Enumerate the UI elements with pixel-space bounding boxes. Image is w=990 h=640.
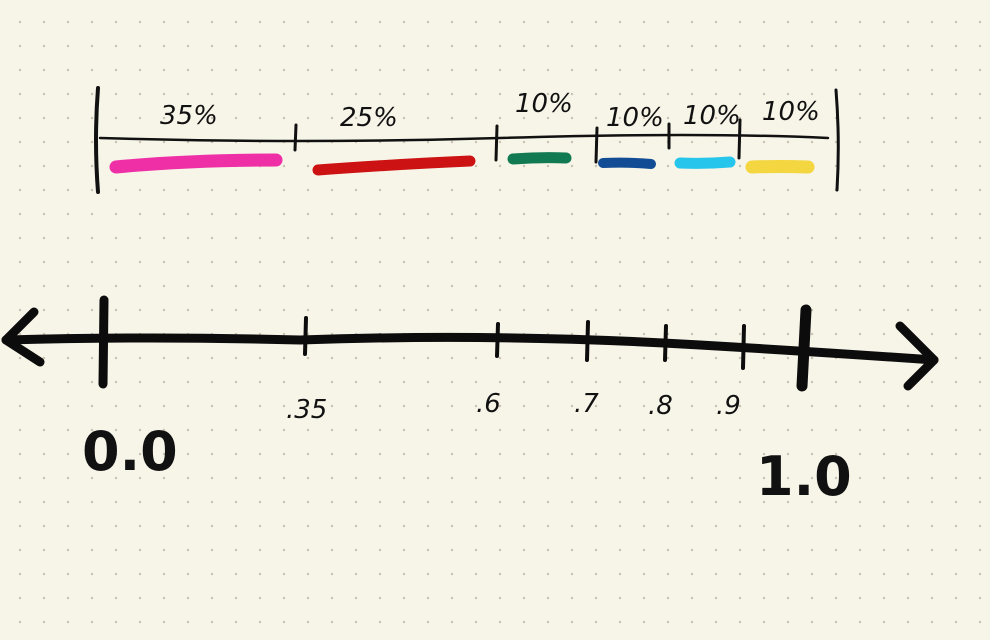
stroke-segment-1 xyxy=(109,153,283,174)
tick-07 xyxy=(585,320,590,362)
stroke-segment-3 xyxy=(507,152,572,165)
stroke-segment-5 xyxy=(674,156,736,169)
tick-label-07: .7 xyxy=(574,389,599,419)
tick-start xyxy=(98,295,109,389)
bar-divider-5 xyxy=(737,118,742,160)
tick-035 xyxy=(303,316,308,356)
segment-label-3: 10% xyxy=(515,89,573,119)
tick-06 xyxy=(495,322,500,358)
start-label: 0.0 xyxy=(82,420,178,483)
stroke-segment-6 xyxy=(745,160,815,174)
left-arrow-icon xyxy=(1,307,45,367)
tick-label-08: .8 xyxy=(648,391,673,421)
segment-label-5: 10% xyxy=(683,101,741,131)
bar-divider-3 xyxy=(594,126,599,164)
tick-end xyxy=(796,304,812,392)
bar-right-cap xyxy=(834,88,840,192)
stroke-segment-2 xyxy=(312,155,476,176)
number-line-axis xyxy=(1,332,939,365)
color-strokes xyxy=(109,152,815,176)
tick-label-09: .9 xyxy=(716,391,741,421)
tick-label-06: .6 xyxy=(476,389,501,419)
segment-label-4: 10% xyxy=(606,103,664,133)
stroke-segment-4 xyxy=(598,157,656,169)
bar-divider-2 xyxy=(494,124,499,162)
bar-baseline xyxy=(98,133,830,143)
end-label: 1.0 xyxy=(756,445,852,508)
right-arrow-icon xyxy=(895,321,939,391)
tick-08 xyxy=(663,324,668,362)
segmented-bar xyxy=(94,86,840,194)
tick-label-035: .35 xyxy=(286,395,327,425)
number-line xyxy=(1,295,939,392)
segment-label-6: 10% xyxy=(762,97,820,127)
bar-divider-1 xyxy=(293,123,298,152)
segment-label-2: 25% xyxy=(340,103,398,133)
tick-labels: .35 .6 .7 .8 .9 0.0 1.0 xyxy=(82,389,852,508)
bar-left-cap xyxy=(94,86,100,194)
segment-labels: 35% 25% 10% 10% 10% 10% xyxy=(160,89,820,133)
tick-09 xyxy=(741,324,746,370)
segment-label-1: 35% xyxy=(160,101,218,131)
